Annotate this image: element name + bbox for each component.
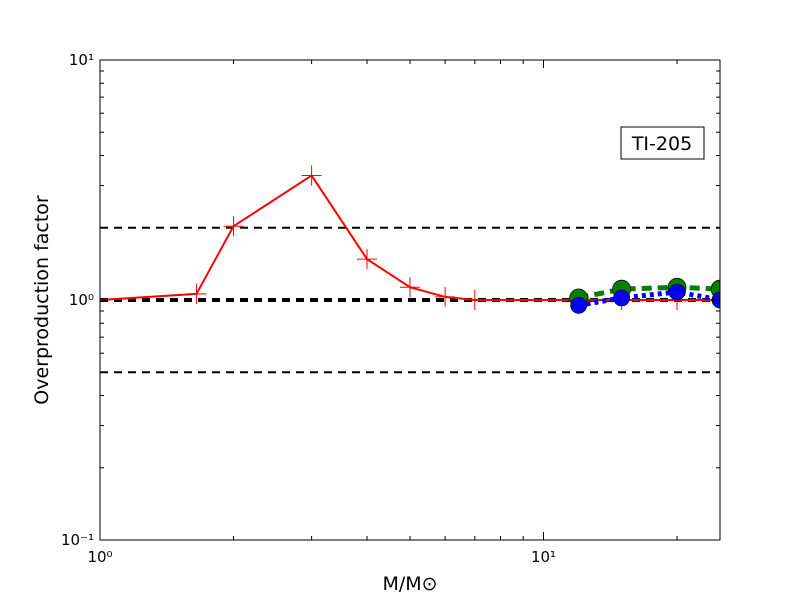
x-tick-label: 10¹ bbox=[531, 548, 556, 566]
marker bbox=[223, 216, 244, 237]
series-line bbox=[578, 284, 720, 301]
marker bbox=[400, 277, 420, 298]
marker bbox=[435, 286, 456, 307]
plot-area bbox=[100, 165, 720, 374]
y-tick-label: 10⁰ bbox=[69, 291, 94, 309]
marker bbox=[464, 290, 485, 310]
marker bbox=[357, 249, 378, 270]
marker bbox=[668, 283, 686, 301]
marker bbox=[570, 296, 587, 314]
y-tick-label: 10⁻¹ bbox=[61, 531, 94, 549]
y-axis-label: Overproduction factor bbox=[31, 195, 53, 405]
marker bbox=[301, 165, 322, 186]
x-axis-label: M/M⊙ bbox=[382, 573, 437, 595]
annotation-box bbox=[620, 126, 705, 160]
series-line bbox=[578, 289, 720, 308]
x-tick-label: 10⁰ bbox=[87, 548, 112, 566]
marker bbox=[186, 283, 207, 304]
annotation: TI-205 bbox=[631, 133, 692, 155]
y-tick-label: 10¹ bbox=[69, 51, 94, 69]
marker bbox=[613, 289, 630, 307]
